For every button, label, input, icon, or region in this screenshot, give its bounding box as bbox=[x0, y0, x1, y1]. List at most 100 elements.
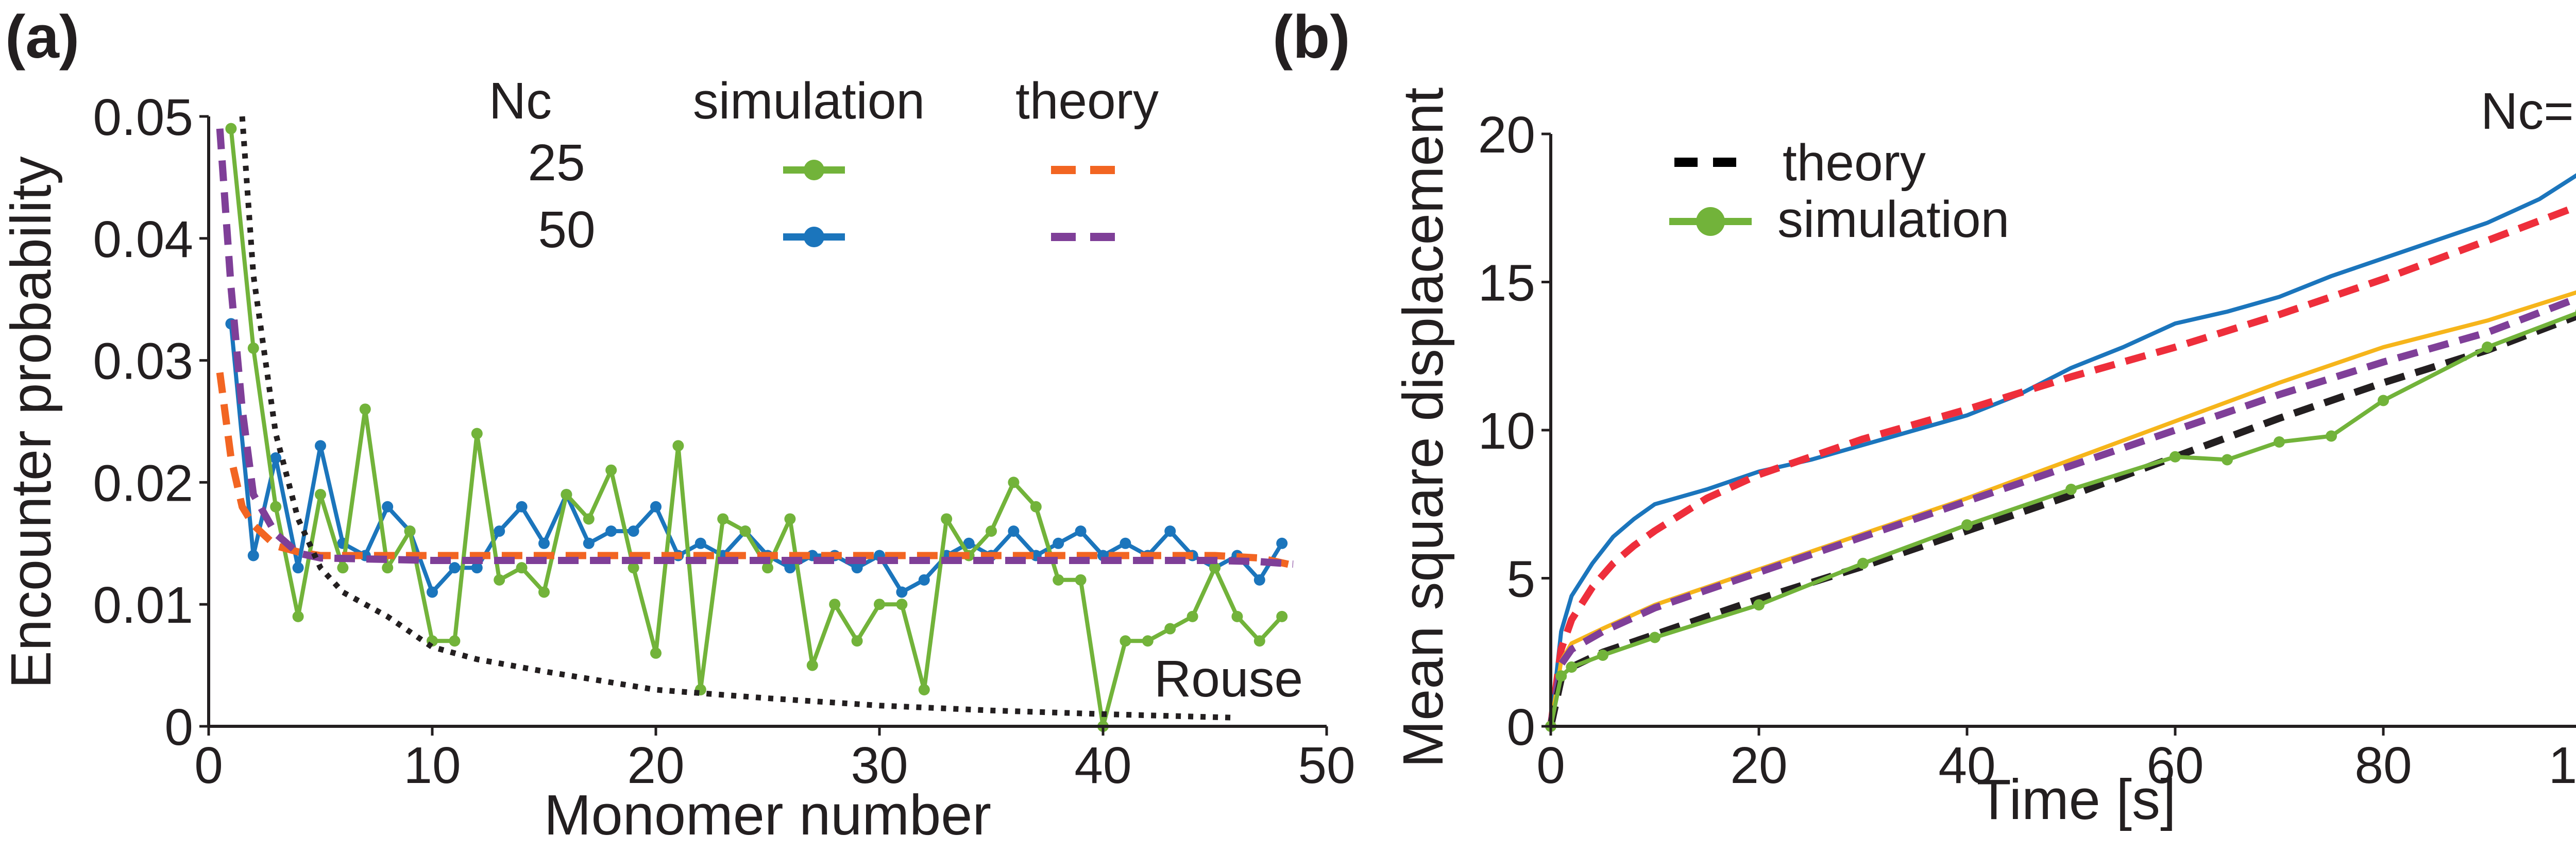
point-simulation-nc-50 bbox=[516, 501, 528, 513]
panel-b-x-axis-title: Time [s] bbox=[1976, 768, 2176, 831]
point-simulation-nc-50 bbox=[247, 550, 259, 561]
point-simulation-nc-50 bbox=[449, 562, 461, 574]
y-tick-label: 0.04 bbox=[93, 211, 193, 268]
x-tick-label: 80 bbox=[2354, 737, 2412, 794]
series-theory-nc-5 bbox=[1547, 203, 2576, 727]
series-simulation-nc-50 bbox=[1549, 311, 2576, 727]
point-simulation-nc-25 bbox=[605, 464, 617, 476]
legend-b-simulation-label: simulation bbox=[1777, 191, 2009, 248]
legend-a-nc-25: 25 bbox=[528, 134, 585, 192]
point-simulation-nc-25 bbox=[829, 599, 841, 610]
legend-b-simulation-marker bbox=[1696, 207, 1725, 236]
point-simulation-nc-50 bbox=[1120, 537, 1131, 549]
point-simulation-nc-50 bbox=[494, 525, 505, 537]
panel-a-y-axis-title: Encounter probability bbox=[0, 156, 63, 688]
point-simulation-nc-25 bbox=[1053, 574, 1064, 586]
series-simulation-nc-5 bbox=[1549, 173, 2576, 727]
point-simulation-nc-50 bbox=[1164, 525, 1176, 537]
x-tick-label: 30 bbox=[851, 737, 908, 794]
point-simulation-nc-50 bbox=[2326, 430, 2337, 442]
point-simulation-nc-25 bbox=[494, 574, 505, 586]
point-simulation-nc-50 bbox=[315, 440, 326, 452]
point-simulation-nc-50 bbox=[918, 574, 930, 586]
series-theory-nc-25 bbox=[216, 372, 1294, 569]
point-simulation-nc-50 bbox=[1075, 525, 1087, 537]
point-simulation-nc-25 bbox=[672, 440, 684, 452]
point-simulation-nc-50 bbox=[605, 525, 617, 537]
point-simulation-nc-25 bbox=[225, 123, 237, 134]
x-tick-label: 20 bbox=[1730, 737, 1787, 794]
point-simulation-nc-50 bbox=[1253, 574, 1265, 586]
legend-a-nc-50: 50 bbox=[538, 201, 595, 259]
y-tick-label: 0 bbox=[164, 698, 193, 756]
point-simulation-nc-25 bbox=[1209, 562, 1221, 574]
panel-a-plot-area bbox=[216, 116, 1294, 732]
point-simulation-nc-25 bbox=[404, 525, 416, 537]
point-simulation-nc-25 bbox=[874, 599, 885, 610]
point-simulation-nc-50 bbox=[650, 501, 662, 513]
point-simulation-nc-50 bbox=[628, 525, 639, 537]
point-simulation-nc-50 bbox=[1008, 525, 1020, 537]
point-simulation-nc-25 bbox=[1231, 610, 1243, 622]
point-simulation-nc-25 bbox=[1187, 610, 1198, 622]
point-simulation-nc-25 bbox=[806, 659, 818, 671]
y-tick-label: 0.02 bbox=[93, 454, 193, 512]
legend-a-sim-marker-50 bbox=[804, 227, 824, 247]
point-simulation-nc-25 bbox=[359, 403, 371, 415]
point-simulation-nc-50 bbox=[2274, 436, 2285, 448]
y-tick-label: 0.03 bbox=[93, 333, 193, 390]
y-tick-label: 10 bbox=[1478, 402, 1535, 460]
legend-a-header-theory: theory bbox=[1015, 72, 1159, 130]
panel-b-x-ticks: 0 20 40 60 80 100 bbox=[1536, 726, 2576, 794]
point-simulation-nc-50 bbox=[963, 537, 975, 549]
panel-a-y-ticks: 0 0.01 0.02 0.03 0.04 0.05 bbox=[93, 89, 209, 756]
point-simulation-nc-25 bbox=[1008, 476, 1020, 488]
x-tick-label: 0 bbox=[1536, 737, 1565, 794]
series-theory-nc-50 bbox=[216, 128, 1294, 568]
x-tick-label: 100 bbox=[2549, 737, 2576, 794]
point-simulation-nc-25 bbox=[561, 489, 572, 501]
legend-a-header-simulation: simulation bbox=[693, 72, 925, 130]
point-simulation-nc-50 bbox=[851, 562, 863, 574]
x-tick-label: 0 bbox=[194, 737, 223, 794]
x-tick-label: 40 bbox=[1074, 737, 1131, 794]
legend-a-header-nc: Nc bbox=[489, 72, 552, 130]
point-simulation-nc-50 bbox=[1566, 661, 1578, 673]
panel-a-x-axis-title: Monomer number bbox=[544, 783, 991, 847]
y-tick-label: 20 bbox=[1478, 106, 1535, 164]
point-simulation-nc-25 bbox=[1276, 610, 1288, 622]
point-simulation-nc-25 bbox=[1253, 635, 1265, 647]
panel-a-axes bbox=[207, 116, 1327, 728]
point-simulation-nc-50 bbox=[427, 586, 438, 598]
point-simulation-nc-25 bbox=[918, 684, 930, 695]
x-tick-label: 10 bbox=[403, 737, 461, 794]
panel-b-label: (b) bbox=[1273, 3, 1350, 71]
y-tick-label: 0.05 bbox=[93, 89, 193, 146]
panel-b-y-axis-title: Mean square displacement bbox=[1392, 88, 1455, 768]
point-simulation-nc-25 bbox=[784, 513, 796, 525]
nc-header-label: Nc= bbox=[2481, 82, 2574, 140]
point-simulation-nc-25 bbox=[896, 599, 908, 610]
point-simulation-nc-25 bbox=[851, 635, 863, 647]
point-simulation-nc-25 bbox=[650, 647, 662, 659]
panel-a: (a) 0 10 20 30 40 50 0 0.01 0.02 0.03 0.04 0.05 Mo… bbox=[0, 3, 1355, 847]
point-simulation-nc-25 bbox=[762, 562, 773, 574]
y-tick-label: 0 bbox=[1506, 698, 1535, 756]
point-simulation-nc-25 bbox=[471, 428, 483, 439]
point-simulation-nc-50 bbox=[694, 537, 706, 549]
point-simulation-nc-25 bbox=[270, 501, 282, 513]
point-simulation-nc-25 bbox=[247, 342, 259, 354]
panel-a-label: (a) bbox=[5, 3, 79, 71]
y-tick-label: 15 bbox=[1478, 254, 1535, 312]
point-simulation-nc-25 bbox=[516, 562, 528, 574]
point-simulation-nc-25 bbox=[1120, 635, 1131, 647]
point-simulation-nc-25 bbox=[315, 489, 326, 501]
panel-a-x-ticks: 0 10 20 30 40 50 bbox=[194, 726, 1355, 794]
point-simulation-nc-50 bbox=[292, 562, 304, 574]
point-simulation-nc-50 bbox=[1276, 537, 1288, 549]
point-simulation-nc-25 bbox=[337, 562, 349, 574]
point-simulation-nc-50 bbox=[1649, 632, 1660, 643]
point-simulation-nc-25 bbox=[449, 635, 461, 647]
point-simulation-nc-50 bbox=[2482, 342, 2493, 353]
